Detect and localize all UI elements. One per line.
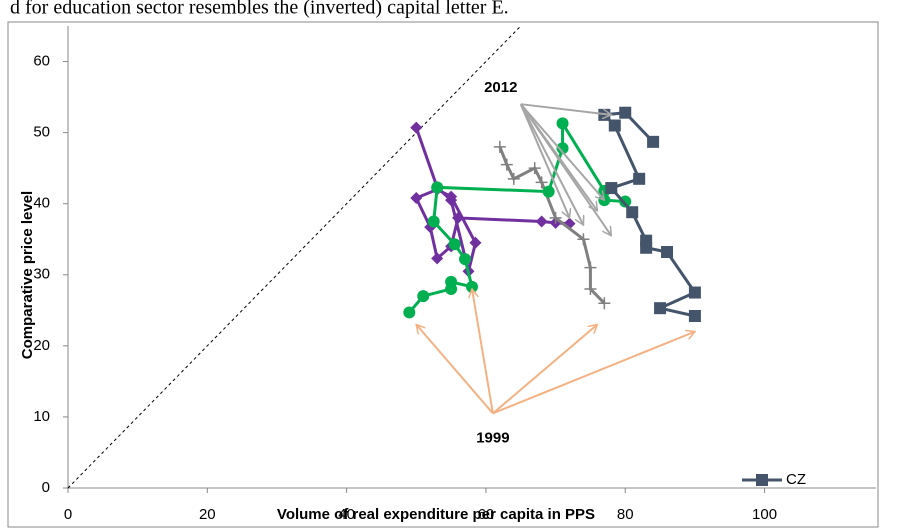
annotation-arrow [519,103,570,218]
point [619,106,632,119]
point [584,282,597,295]
point [549,211,562,224]
point [417,290,430,303]
annotation-arrow [472,289,494,414]
point [535,215,548,228]
series-line [414,127,570,272]
y-tick-label: 10 [33,408,50,425]
point [608,119,621,132]
y-tick-label: 50 [33,124,50,141]
y-tick-label: 0 [42,479,50,496]
annotation-arrow [492,325,597,415]
point [577,233,590,246]
y-axis-label: Comparative price level [19,191,36,359]
annotation-label: 2012 [484,79,517,96]
chart-frame [7,21,879,528]
x-tick-label: 20 [199,506,216,523]
point [528,162,541,175]
point [469,236,482,249]
point [403,306,416,319]
point [647,135,660,148]
point [556,117,569,130]
legend-marker [756,474,768,486]
point [448,238,461,251]
x-tick-label: 100 [752,506,777,523]
annotation-arrow [520,103,605,200]
series-line [498,146,606,305]
point [507,172,520,185]
annotation-arrow [520,103,612,115]
point [654,302,667,315]
annotation-label: 1999 [476,429,509,446]
annotation-arrow [519,103,612,235]
caption: d for education sector resembles the (in… [10,0,509,19]
point [427,215,440,228]
point [640,234,653,247]
y-tick-label: 40 [33,195,50,212]
annotation-arrow [416,325,494,415]
y-tick-label: 60 [33,53,50,70]
point [410,192,423,205]
diagonal [67,25,522,489]
annotation-arrow [492,332,695,415]
point [688,286,701,299]
series-line [408,118,626,314]
x-tick-label: 80 [617,506,634,523]
point [431,252,444,265]
legend-label: CZ [786,471,806,488]
point [500,158,513,171]
point [452,211,465,224]
x-axis-label: Volume of real expenditure per capita in… [277,506,595,523]
x-tick-label: 60 [478,506,495,523]
y-tick-label: 30 [33,266,50,283]
point [661,246,674,259]
point [605,182,618,195]
point [556,142,569,155]
point [431,181,444,194]
point [493,140,506,153]
x-tick-label: 0 [64,506,72,523]
point [584,261,597,274]
point [445,275,458,288]
point [445,190,458,203]
point [598,297,611,310]
point [535,176,548,189]
x-tick-label: 40 [338,506,355,523]
y-tick-label: 20 [33,337,50,354]
point [626,206,639,219]
point [410,121,423,134]
point [688,309,701,322]
point [542,185,555,198]
annotation-arrow [519,103,584,225]
point [633,172,646,185]
point [459,253,472,266]
